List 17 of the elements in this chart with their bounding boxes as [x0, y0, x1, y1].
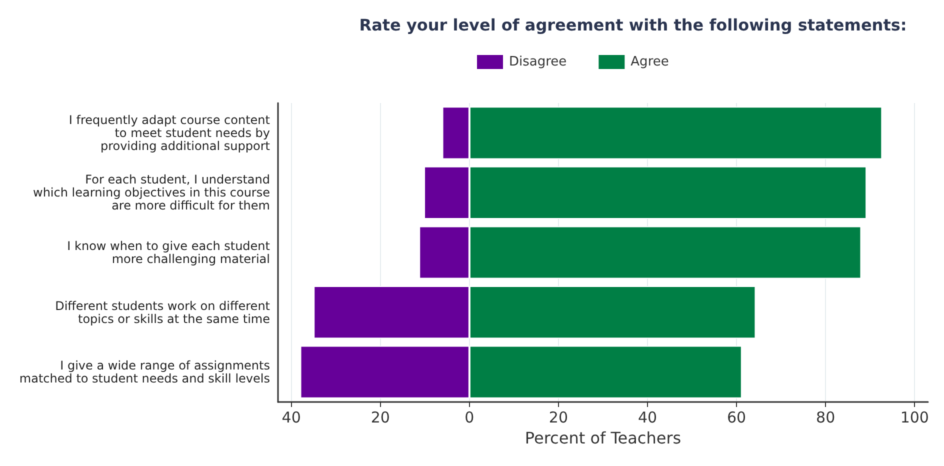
legend-label: Disagree [509, 54, 567, 70]
chart-title: Rate your level of agreement with the following statements: [359, 16, 907, 34]
y-tick-label: For each student, I understand which learning objectives in this course are more difficult for them [33, 172, 270, 213]
x-tick-label: 80 [816, 408, 836, 426]
x-tick-label: 20 [548, 408, 568, 426]
x-tick-label: 60 [727, 408, 746, 426]
x-tick-label: 40 [638, 408, 658, 426]
x-axis-title: Percent of Teachers [524, 428, 682, 448]
y-tick-label: I give a wide range of assignments matched to student needs and skill levels [19, 358, 270, 386]
x-tick-label: 40 [282, 408, 301, 426]
x-tick-label: 0 [464, 408, 474, 426]
x-tick-label: 20 [370, 408, 390, 426]
y-tick-label: I frequently adapt course content to meet student needs by providing additional support [68, 112, 270, 153]
x-tick-label: 100 [900, 408, 929, 426]
y-tick-label: I know when to give each student more challenging material [67, 239, 270, 266]
legend-label: Agree [630, 54, 669, 70]
y-tick-label: Different students work on different topics or skills at the same time [55, 298, 270, 326]
